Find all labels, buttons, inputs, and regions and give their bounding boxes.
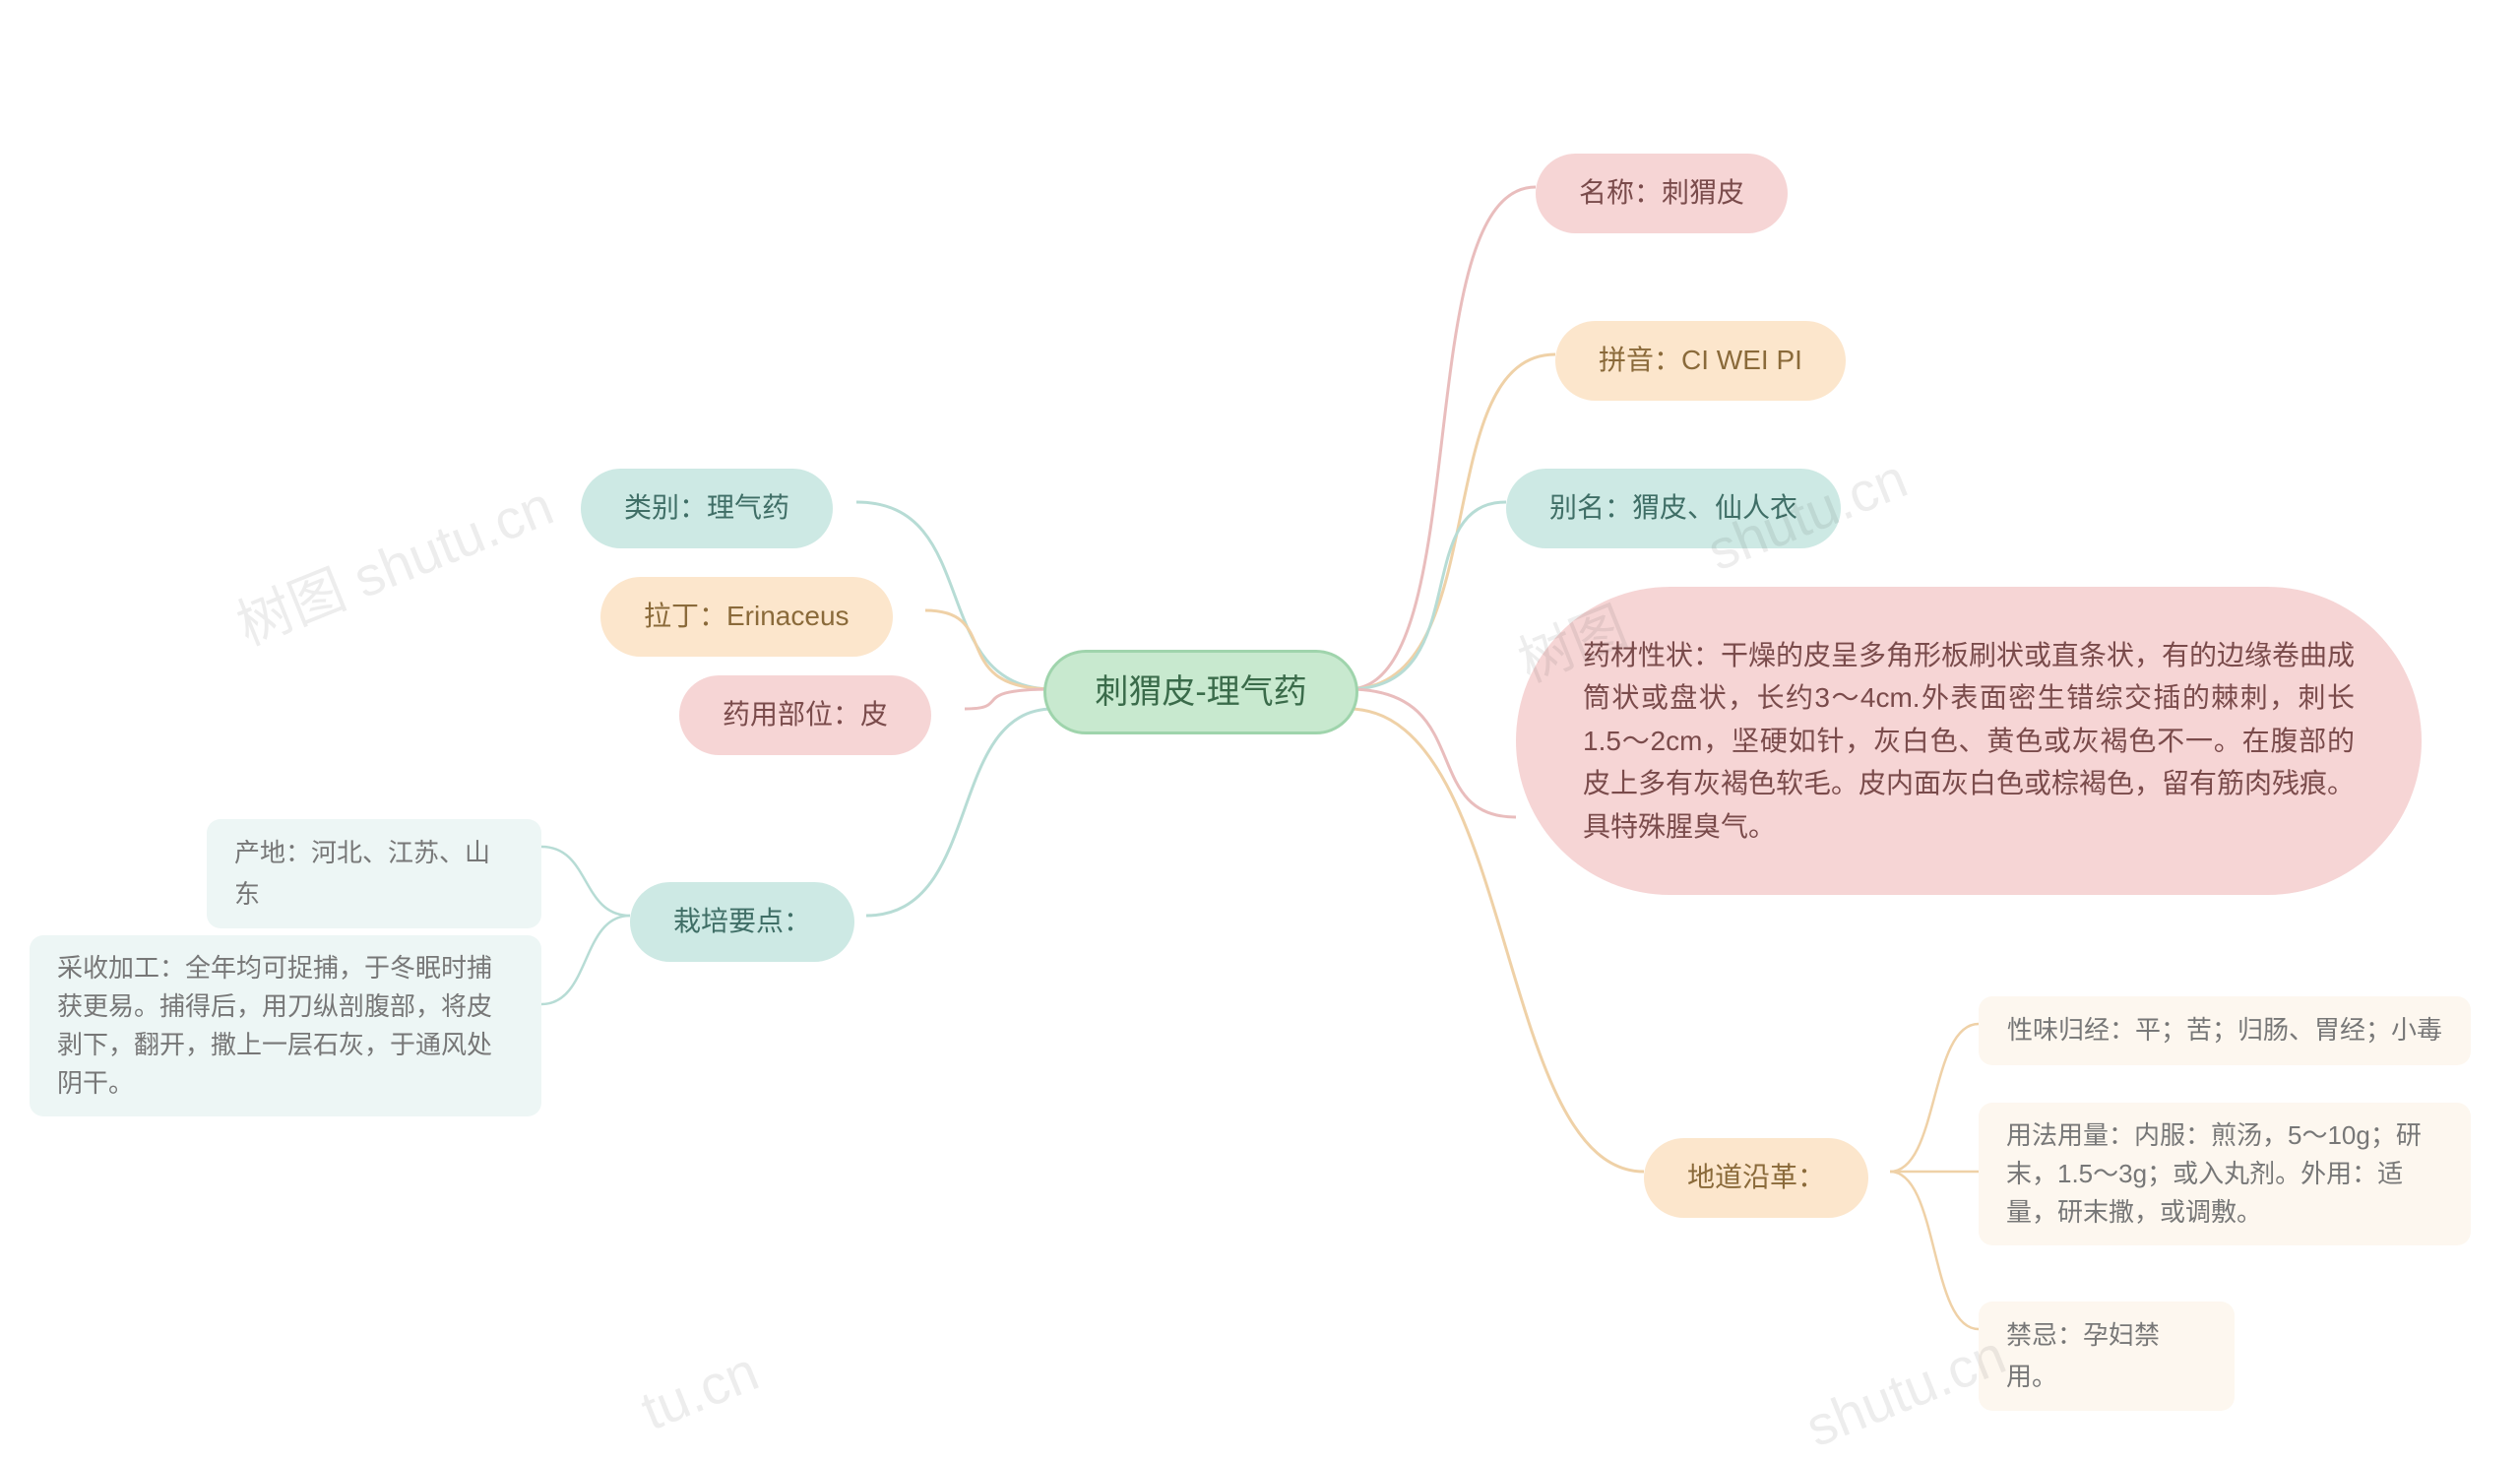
- node-alias-label: 别名：猬皮、仙人衣: [1549, 486, 1797, 531]
- node-name[interactable]: 名称：刺猬皮: [1536, 154, 1788, 233]
- node-grow-process[interactable]: 采收加工：全年均可捉捕，于冬眠时捕获更易。捕得后，用刀纵剖腹部，将皮剥下，翻开，…: [30, 935, 541, 1116]
- node-grow-label: 栽培要点：: [673, 900, 811, 944]
- node-history-label: 地道沿革：: [1687, 1156, 1825, 1200]
- node-history-forbid-label: 禁忌：孕妇禁用。: [2006, 1315, 2207, 1397]
- node-latin-label: 拉丁：Erinaceus: [644, 595, 850, 639]
- node-history-prop-label: 性味归经：平；苦；归肠、胃经；小毒: [2007, 1010, 2442, 1051]
- node-part-label: 药用部位：皮: [723, 693, 888, 737]
- node-description-label: 药材性状：干燥的皮呈多角形板刷状或直条状，有的边缘卷曲成筒状或盘状，长约3～4c…: [1583, 634, 2355, 848]
- node-category-label: 类别：理气药: [624, 486, 789, 531]
- root-label: 刺猬皮-理气药: [1095, 666, 1306, 719]
- node-grow[interactable]: 栽培要点：: [630, 882, 854, 962]
- node-latin[interactable]: 拉丁：Erinaceus: [600, 577, 893, 657]
- node-grow-origin-label: 产地：河北、江苏、山东: [234, 833, 514, 915]
- node-alias[interactable]: 别名：猬皮、仙人衣: [1506, 469, 1841, 548]
- node-pinyin[interactable]: 拼音：CI WEI PI: [1555, 321, 1846, 401]
- node-category[interactable]: 类别：理气药: [581, 469, 833, 548]
- node-history-prop[interactable]: 性味归经：平；苦；归肠、胃经；小毒: [1979, 996, 2471, 1065]
- node-history-usage-label: 用法用量：内服：煎汤，5～10g；研末，1.5～3g；或入丸剂。外用：适量，研末…: [2006, 1116, 2443, 1232]
- node-pinyin-label: 拼音：CI WEI PI: [1599, 339, 1802, 383]
- node-description[interactable]: 药材性状：干燥的皮呈多角形板刷状或直条状，有的边缘卷曲成筒状或盘状，长约3～4c…: [1516, 587, 2422, 895]
- node-part[interactable]: 药用部位：皮: [679, 675, 931, 755]
- node-grow-process-label: 采收加工：全年均可捉捕，于冬眠时捕获更易。捕得后，用刀纵剖腹部，将皮剥下，翻开，…: [57, 949, 514, 1103]
- node-history-forbid[interactable]: 禁忌：孕妇禁用。: [1979, 1302, 2235, 1411]
- node-name-label: 名称：刺猬皮: [1579, 171, 1744, 216]
- node-history[interactable]: 地道沿革：: [1644, 1138, 1868, 1218]
- mindmap-canvas: 刺猬皮-理气药 名称：刺猬皮 拼音：CI WEI PI 别名：猬皮、仙人衣 药材…: [0, 0, 2520, 1462]
- node-history-usage[interactable]: 用法用量：内服：煎汤，5～10g；研末，1.5～3g；或入丸剂。外用：适量，研末…: [1979, 1103, 2471, 1245]
- root-node[interactable]: 刺猬皮-理气药: [1043, 650, 1358, 734]
- node-grow-origin[interactable]: 产地：河北、江苏、山东: [207, 819, 541, 928]
